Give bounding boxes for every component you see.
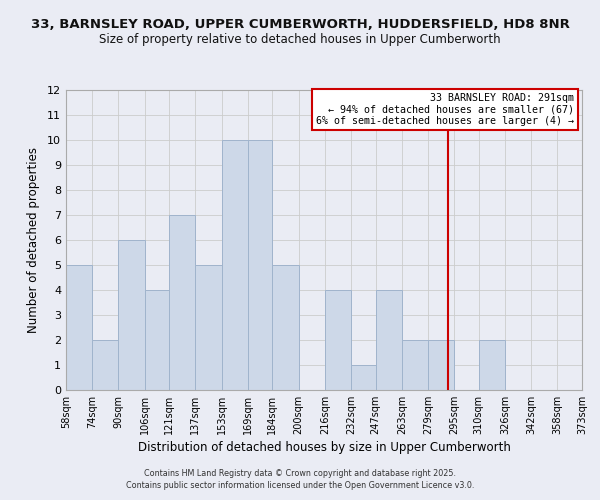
Bar [402,340,428,390]
Text: Contains public sector information licensed under the Open Government Licence v3: Contains public sector information licen… [126,481,474,490]
X-axis label: Distribution of detached houses by size in Upper Cumberworth: Distribution of detached houses by size … [137,441,511,454]
Text: 33, BARNSLEY ROAD, UPPER CUMBERWORTH, HUDDERSFIELD, HD8 8NR: 33, BARNSLEY ROAD, UPPER CUMBERWORTH, HU… [31,18,569,30]
Bar [325,290,351,390]
Bar [66,265,92,390]
Bar [169,215,196,390]
Bar [428,340,454,390]
Text: Contains HM Land Registry data © Crown copyright and database right 2025.: Contains HM Land Registry data © Crown c… [144,468,456,477]
Bar [145,290,169,390]
Bar [92,340,118,390]
Bar [248,140,272,390]
Bar [118,240,145,390]
Bar [272,265,299,390]
Bar [376,290,402,390]
Text: Size of property relative to detached houses in Upper Cumberworth: Size of property relative to detached ho… [99,32,501,46]
Bar [221,140,248,390]
Bar [479,340,505,390]
Bar [351,365,376,390]
Y-axis label: Number of detached properties: Number of detached properties [27,147,40,333]
Text: 33 BARNSLEY ROAD: 291sqm
← 94% of detached houses are smaller (67)
6% of semi-de: 33 BARNSLEY ROAD: 291sqm ← 94% of detach… [316,93,574,126]
Bar [196,265,221,390]
